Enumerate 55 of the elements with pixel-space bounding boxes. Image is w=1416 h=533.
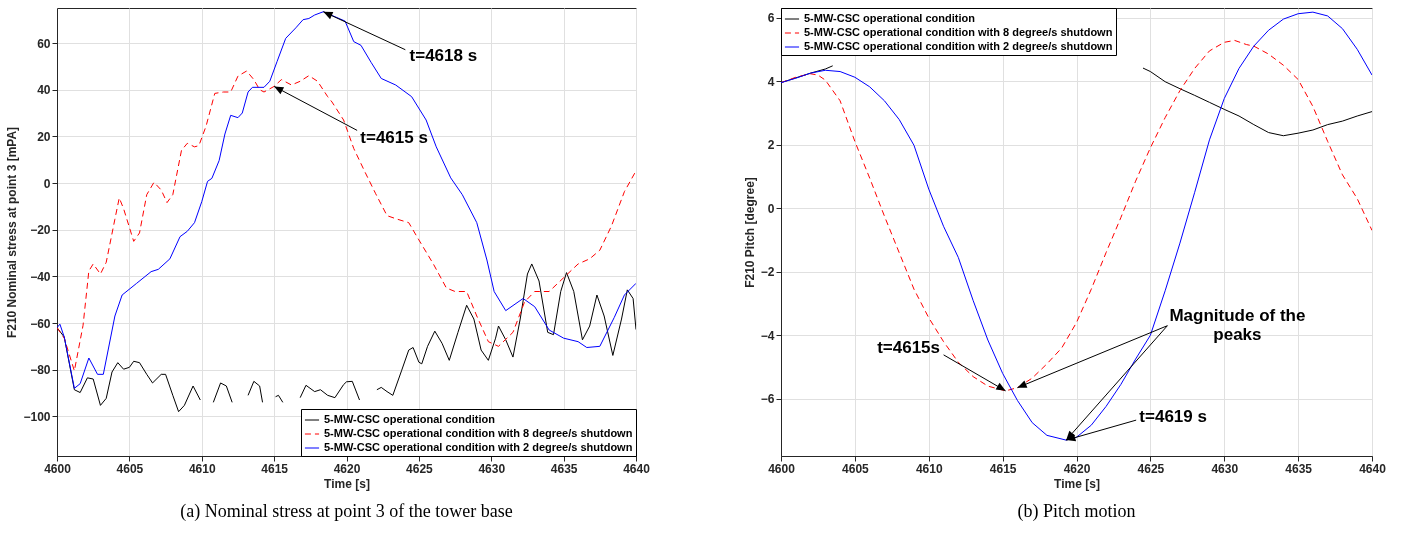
x-tick-label: 4625 xyxy=(1137,461,1165,476)
x-tick-label: 4625 xyxy=(406,461,434,476)
x-tick-label: 4635 xyxy=(1285,461,1313,476)
y-axis-title: F210 Nominal stress at point 3 [mPA] xyxy=(5,126,20,339)
y-tick-label: 4 xyxy=(767,74,775,89)
line-series xyxy=(781,11,1372,441)
x-axis-title: Time [s] xyxy=(1054,476,1100,491)
x-tick-label: 4620 xyxy=(1063,461,1091,476)
x-tick-label: 4605 xyxy=(116,461,144,476)
x-tick-label: 4635 xyxy=(550,461,578,476)
line-series xyxy=(57,11,636,389)
y-tick-label: −60 xyxy=(30,316,51,331)
y-tick-label: 0 xyxy=(767,201,775,216)
y-tick-label: 0 xyxy=(43,176,51,191)
line-series xyxy=(781,39,1372,392)
y-tick-label: 60 xyxy=(37,36,51,51)
y-tick-label: −40 xyxy=(30,269,51,284)
annotation: t=4618 s xyxy=(409,45,478,65)
y-tick-label: 40 xyxy=(37,83,51,98)
legend-label: 5-MW-CSC operational condition with 8 degree/s shutdown xyxy=(804,26,1113,38)
legend-label: 5-MW-CSC operational condition with 2 degree/s shutdown xyxy=(324,441,633,453)
y-tick-label: −20 xyxy=(30,223,51,238)
y-tick-label: 20 xyxy=(37,129,51,144)
y-tick-label: −6 xyxy=(760,392,775,407)
annotation: Magnitude of the peaks xyxy=(1169,305,1306,344)
x-tick-label: 4630 xyxy=(1211,461,1239,476)
annotation: t=4615 s xyxy=(360,128,428,148)
legend-label: 5-MW-CSC operational condition with 8 degree/s shutdown xyxy=(324,427,633,439)
y-tick-label: −100 xyxy=(23,409,51,424)
y-tick-label: 2 xyxy=(767,138,775,153)
x-tick-label: 4640 xyxy=(623,461,651,476)
x-tick-label: 4615 xyxy=(989,461,1017,476)
annotation: t=4619 s xyxy=(1139,407,1207,427)
x-tick-label: 4600 xyxy=(44,461,72,476)
annotation: t=4615s xyxy=(877,337,941,357)
x-axis-title: Time [s] xyxy=(324,476,370,491)
y-tick-label: −4 xyxy=(760,328,775,343)
text: (b) Pitch motion xyxy=(1017,501,1136,522)
line-series xyxy=(57,70,636,372)
y-tick-label: −80 xyxy=(30,363,51,378)
x-tick-label: 4620 xyxy=(333,461,361,476)
x-tick-label: 4605 xyxy=(842,461,870,476)
legend-label: 5-MW-CSC operational condition with 2 degree/s shutdown xyxy=(804,40,1113,52)
legend-label: 5-MW-CSC operational condition xyxy=(804,12,976,24)
y-axis-title: F210 Pitch [degree] xyxy=(742,177,757,288)
x-tick-label: 4610 xyxy=(915,461,943,476)
x-tick-label: 4600 xyxy=(768,461,796,476)
x-tick-label: 4615 xyxy=(261,461,289,476)
x-tick-label: 4610 xyxy=(188,461,216,476)
x-tick-label: 4640 xyxy=(1359,461,1387,476)
y-tick-label: −2 xyxy=(760,265,775,280)
y-tick-label: 6 xyxy=(767,11,775,26)
text: (a) Nominal stress at point 3 of the tower base xyxy=(180,501,513,522)
x-tick-label: 4630 xyxy=(478,461,506,476)
legend-label: 5-MW-CSC operational condition xyxy=(324,413,496,425)
